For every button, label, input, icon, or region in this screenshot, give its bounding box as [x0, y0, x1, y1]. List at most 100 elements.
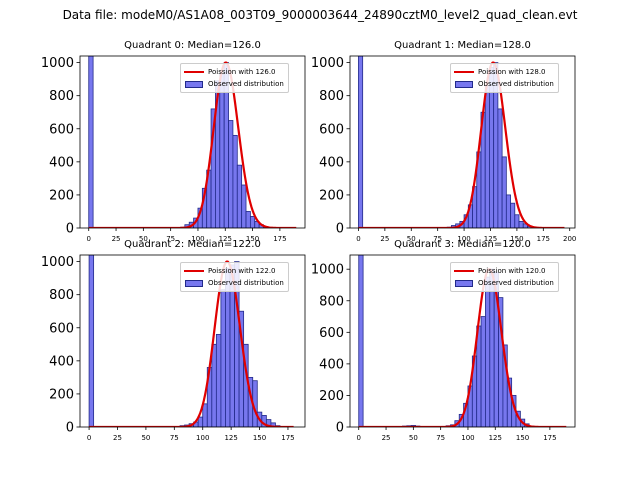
x-tick-label: 75: [436, 434, 445, 442]
histogram-bar: [489, 268, 495, 427]
legend-entry-observed: Observed distribution: [184, 78, 284, 90]
x-tick-label: 150: [510, 235, 523, 243]
histogram-bar: [484, 85, 490, 228]
histogram-bar: [505, 194, 511, 228]
histogram-bar: [485, 276, 491, 427]
x-tick-label: 25: [113, 434, 122, 442]
y-tick-label: 0: [66, 421, 74, 436]
legend-label: Poission with 120.0: [478, 267, 546, 275]
panel-title: Quadrant 2: Median=122.0: [124, 239, 261, 250]
histogram-bar: [514, 214, 520, 228]
axes-frame: [349, 254, 576, 428]
legend-entry-observed: Observed distribution: [184, 277, 284, 289]
quadrant-2-chart: 0 25 50 75 100 125 150 175 0 200 400 600 800 1000 Quad…: [41, 239, 306, 442]
histogram-bar: [232, 134, 238, 228]
legend-line-swatch: [454, 71, 474, 73]
x-tick-label: 0: [356, 235, 360, 243]
y-tick-label: 600: [319, 326, 344, 341]
y-tick-label: 400: [49, 354, 74, 369]
x-tick-label: 175: [537, 235, 550, 243]
y-tick-label: 0: [66, 222, 74, 237]
y-tick-label: 200: [49, 188, 74, 203]
histogram-bar: [215, 333, 222, 427]
histogram-bar: [219, 73, 225, 228]
y-tick-label: 1000: [311, 56, 344, 71]
x-tick-label: 100: [191, 235, 204, 243]
x-tick-label: 125: [219, 235, 232, 243]
quadrant-0-chart: 0 25 50 75 100 125 150 175 0 200 400 600 800 1000 Quad…: [41, 40, 306, 243]
histogram-bar: [518, 220, 524, 228]
panel-title: Quadrant 1: Median=128.0: [394, 40, 531, 51]
x-tick-label: 125: [224, 434, 237, 442]
histogram-bar: [88, 56, 94, 228]
x-tick-label: 200: [563, 235, 576, 243]
x-tick-label: 100: [457, 235, 470, 243]
histogram-bar: [245, 211, 251, 228]
x-tick-label: 125: [489, 434, 502, 442]
x-tick-label: 50: [407, 235, 416, 243]
legend-label: Poission with 126.0: [208, 68, 276, 76]
legend-line-swatch: [184, 270, 204, 272]
quadrant-1-chart: 0 25 50 75 100 125 150 175 200 0 200 400 600 800 1000 Q…: [311, 40, 576, 243]
legend-patch-swatch: [455, 80, 473, 88]
legend-patch-swatch: [185, 80, 203, 88]
figure-title: Data file: modeM0/AS1A08_003T09_90000036…: [62, 8, 578, 22]
histogram-bar: [202, 403, 208, 427]
histogram-bar: [497, 108, 503, 228]
y-tick-label: 800: [49, 288, 74, 303]
x-tick-label: 50: [409, 434, 418, 442]
legend-entry-fit: Poission with 128.0: [454, 66, 554, 78]
poisson-fit-line: [358, 268, 567, 427]
y-tick-label: 800: [49, 89, 74, 104]
legend-patch-swatch: [185, 279, 203, 287]
x-tick-label: 175: [273, 235, 286, 243]
legend-entry-observed: Observed distribution: [454, 277, 554, 289]
quadrant-0-legend: Poission with 126.0 Observed distribution: [180, 63, 289, 93]
histogram-bar: [228, 120, 234, 228]
histogram-bar: [480, 316, 486, 427]
legend-line-swatch: [454, 270, 474, 272]
x-tick-label: 150: [253, 434, 266, 442]
y-tick-label: 0: [336, 222, 344, 237]
histogram-bar: [249, 216, 256, 228]
histogram-bar: [358, 56, 364, 228]
x-tick-label: 0: [87, 434, 91, 442]
x-tick-label: 50: [141, 434, 150, 442]
x-tick-label: 100: [461, 434, 474, 442]
x-tick-label: 150: [516, 434, 529, 442]
plot-area: [358, 56, 565, 228]
legend-entry-observed: Observed distribution: [454, 78, 554, 90]
x-tick-label: 75: [166, 235, 175, 243]
x-tick-label: 75: [170, 434, 179, 442]
x-tick-label: 75: [433, 235, 442, 243]
x-tick-label: 0: [87, 235, 91, 243]
legend-label: Observed distribution: [208, 279, 284, 287]
legend-label: Observed distribution: [478, 279, 554, 287]
histogram-bar: [270, 422, 276, 427]
quadrant-3-legend: Poission with 120.0 Observed distribution: [450, 262, 559, 292]
histogram-bar: [88, 255, 95, 427]
axes-frame: [79, 254, 306, 428]
y-tick-label: 200: [319, 188, 344, 203]
poisson-fit-line: [89, 260, 294, 427]
y-tick-label: 200: [319, 389, 344, 404]
histogram-bar: [211, 343, 217, 427]
quadrant-3-chart: 0 25 50 75 100 125 150 175 0 200 400 600 800 1000 Quad…: [311, 239, 576, 442]
y-tick-label: 600: [319, 122, 344, 137]
y-tick-label: 0: [336, 421, 344, 436]
x-tick-label: 100: [196, 434, 209, 442]
legend-label: Observed distribution: [208, 80, 284, 88]
x-tick-label: 25: [382, 434, 391, 442]
poisson-fit-line: [358, 61, 565, 228]
plot-area: [88, 255, 294, 427]
x-tick-label: 0: [357, 434, 361, 442]
legend-entry-fit: Poission with 120.0: [454, 265, 554, 277]
histogram-bar: [225, 267, 231, 427]
y-tick-label: 400: [319, 155, 344, 170]
y-tick-label: 1000: [311, 263, 344, 278]
x-tick-label: 150: [246, 235, 259, 243]
x-tick-label: 175: [281, 434, 294, 442]
histogram-bar: [241, 184, 247, 228]
